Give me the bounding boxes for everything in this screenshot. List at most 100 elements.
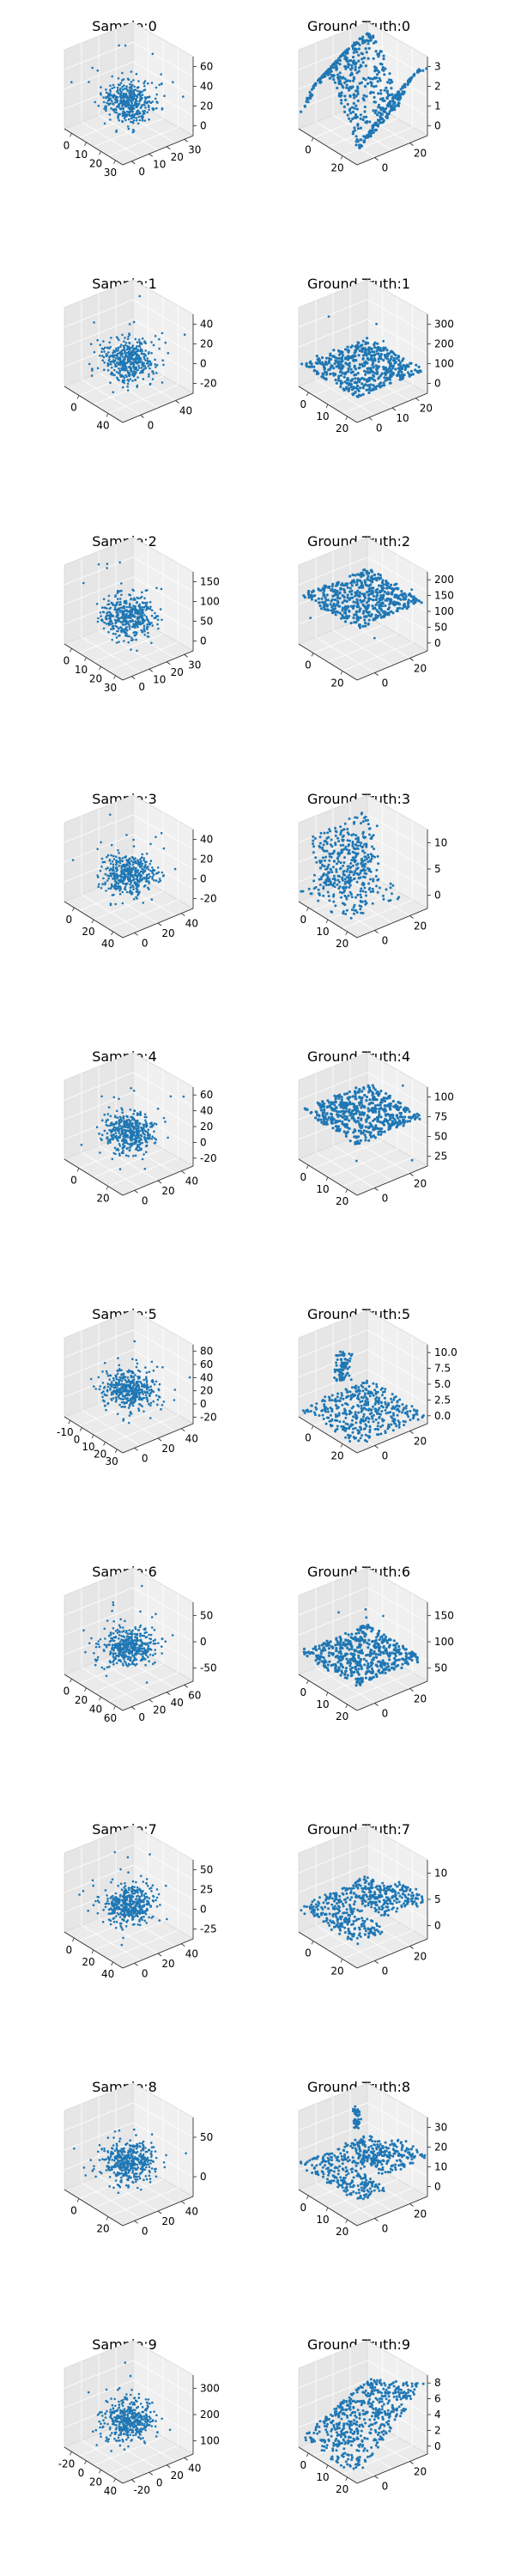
data-point <box>106 855 108 859</box>
data-point <box>120 593 123 597</box>
data-point <box>327 884 330 886</box>
data-point <box>352 605 355 608</box>
y-tick-label: 0 <box>382 677 389 690</box>
data-point <box>129 365 131 368</box>
data-point <box>328 855 331 858</box>
data-point <box>124 343 127 347</box>
data-point <box>140 1126 142 1129</box>
data-point <box>139 94 142 96</box>
z-tick-label: 40 <box>200 834 213 846</box>
data-point <box>128 1144 131 1146</box>
data-point <box>347 894 350 897</box>
data-point <box>310 94 314 97</box>
data-point <box>358 624 361 628</box>
data-point <box>341 891 344 895</box>
data-point <box>134 379 137 381</box>
data-point <box>329 880 332 884</box>
data-point <box>383 73 386 76</box>
data-point <box>354 61 358 64</box>
data-point <box>342 375 346 379</box>
data-point <box>119 350 123 354</box>
data-point <box>382 54 385 58</box>
data-point <box>346 113 349 117</box>
data-point <box>141 114 143 118</box>
data-point <box>141 117 144 120</box>
data-point <box>360 1096 364 1100</box>
data-point <box>363 876 367 879</box>
data-point <box>117 358 119 361</box>
data-point <box>332 851 336 854</box>
data-point <box>121 349 124 352</box>
data-point <box>379 115 382 118</box>
data-point <box>382 381 385 385</box>
data-point <box>409 373 413 377</box>
x-tick <box>340 155 343 160</box>
data-point <box>373 65 377 69</box>
data-point <box>333 81 336 84</box>
data-point <box>119 357 122 361</box>
data-point <box>143 1136 146 1139</box>
data-point <box>385 115 388 118</box>
data-point <box>141 591 143 594</box>
data-point <box>101 1119 104 1121</box>
data-point <box>117 349 119 352</box>
data-point <box>91 368 94 370</box>
data-point <box>354 834 358 837</box>
data-point <box>391 592 394 596</box>
data-point <box>147 361 149 364</box>
data-point <box>312 842 315 846</box>
data-point <box>386 105 390 108</box>
data-point <box>347 367 350 371</box>
data-point <box>133 104 136 106</box>
data-point <box>389 899 392 902</box>
grid-line <box>342 126 413 156</box>
data-point <box>318 835 322 839</box>
data-point <box>112 875 116 878</box>
data-point <box>377 118 380 122</box>
x-tick <box>106 413 109 417</box>
data-point <box>136 616 139 618</box>
data-point <box>104 872 107 876</box>
data-point <box>336 86 339 90</box>
data-point <box>103 361 106 364</box>
data-point <box>110 106 112 110</box>
data-point <box>343 620 348 623</box>
data-point <box>125 1147 129 1150</box>
data-point <box>121 890 124 894</box>
data-point <box>96 876 100 878</box>
data-point <box>108 113 112 116</box>
y-tick <box>157 922 162 927</box>
data-point <box>145 873 148 877</box>
data-point <box>337 82 341 86</box>
data-point <box>361 61 365 64</box>
data-point <box>342 886 344 890</box>
data-point <box>134 620 136 623</box>
y-tick-label: 20 <box>171 666 184 678</box>
data-point <box>146 635 149 638</box>
data-point <box>144 106 147 109</box>
data-point <box>338 1120 342 1123</box>
data-point <box>385 86 388 89</box>
data-point <box>359 908 362 911</box>
data-point <box>378 76 381 80</box>
data-point <box>112 1096 116 1099</box>
data-point <box>342 861 346 865</box>
data-point <box>151 370 154 374</box>
data-point <box>118 1097 120 1100</box>
data-point <box>126 610 129 613</box>
data-point <box>100 94 102 96</box>
data-point <box>160 831 163 835</box>
data-point <box>154 879 158 882</box>
y-tick <box>409 658 414 661</box>
y-tick-label: 0 <box>376 422 383 434</box>
data-point <box>351 370 354 374</box>
data-point <box>331 594 335 598</box>
data-point <box>143 1168 147 1170</box>
data-point <box>391 366 395 369</box>
data-point <box>341 84 344 88</box>
data-point <box>352 579 355 582</box>
data-point <box>393 361 397 365</box>
data-point <box>139 1114 142 1116</box>
data-point <box>412 595 415 598</box>
data-point <box>353 912 355 915</box>
